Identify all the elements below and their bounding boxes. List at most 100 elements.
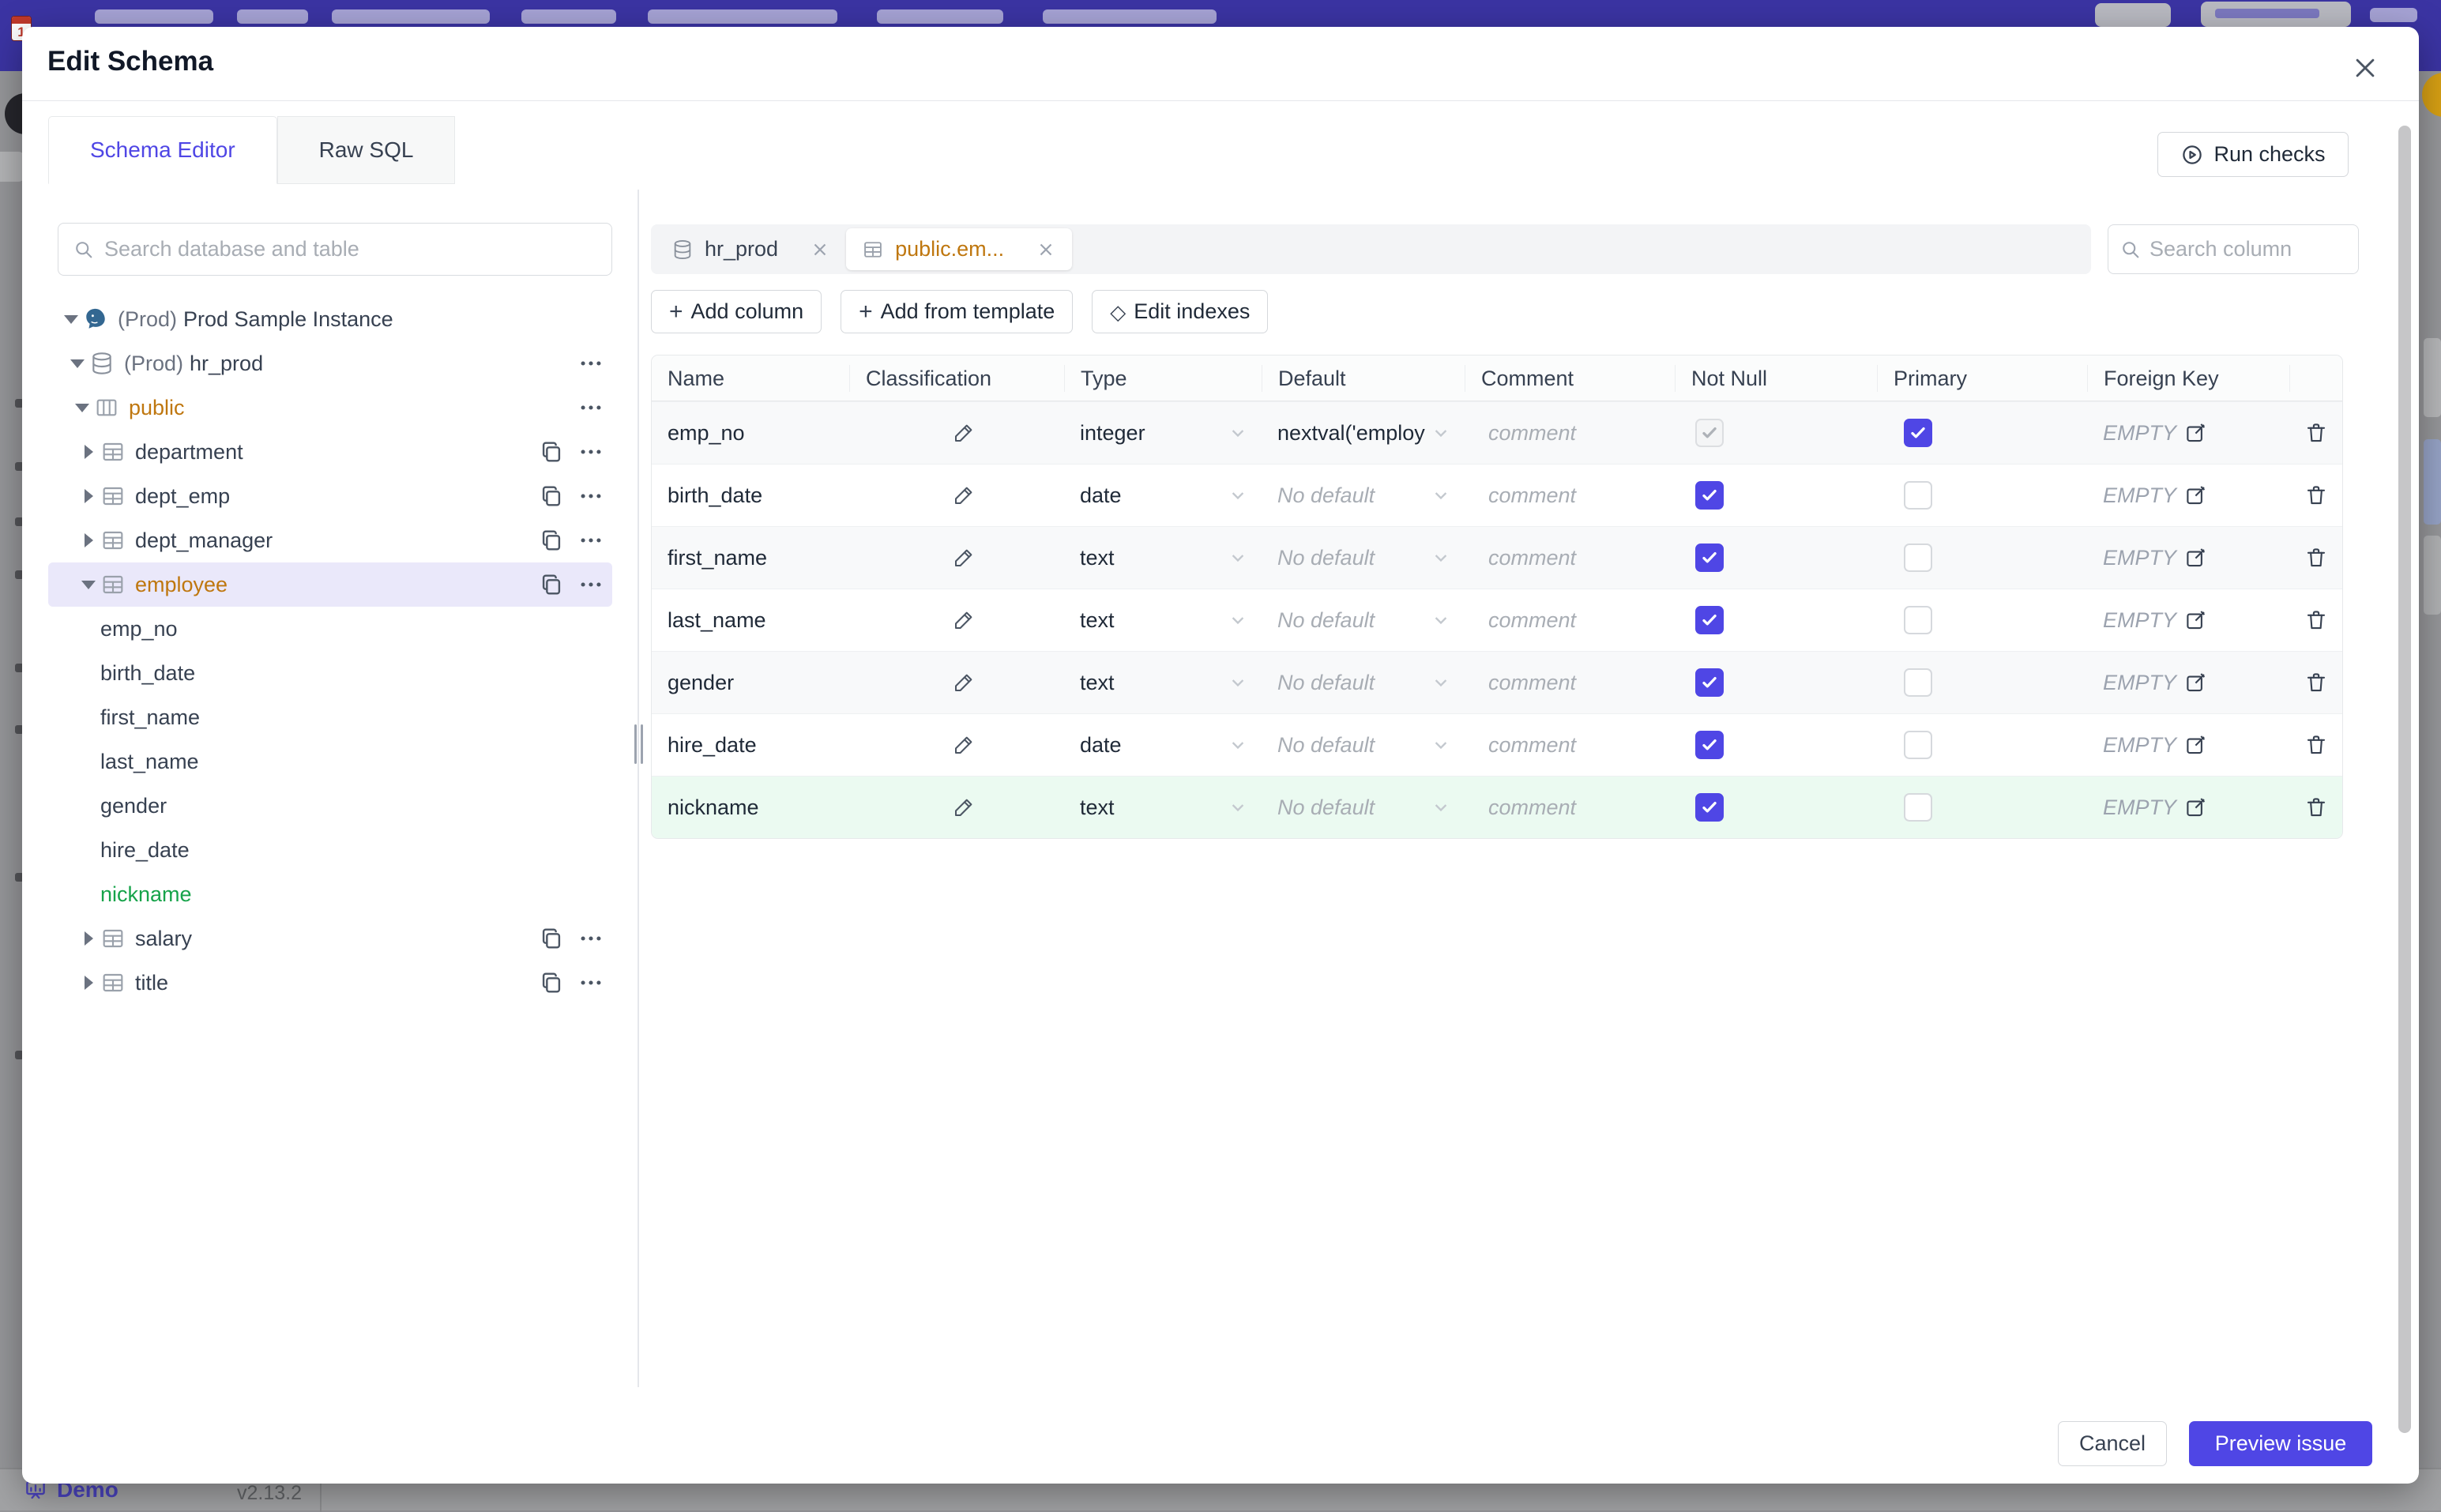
- column-search-input[interactable]: [2150, 237, 2331, 261]
- default-select[interactable]: No default: [1262, 589, 1465, 651]
- primary-checkbox[interactable]: [1904, 731, 1932, 759]
- default-select[interactable]: No default: [1262, 527, 1465, 589]
- not-null-checkbox[interactable]: [1695, 793, 1724, 822]
- edit-foreign-key-icon[interactable]: [2184, 795, 2208, 819]
- type-select[interactable]: text: [1064, 652, 1262, 713]
- trash-icon[interactable]: [2304, 421, 2328, 445]
- add-from-template-button[interactable]: + Add from template: [841, 290, 1073, 333]
- comment-input[interactable]: comment: [1465, 402, 1675, 464]
- tree-item-database[interactable]: (Prod) hr_prod: [48, 341, 612, 386]
- column-name-cell[interactable]: hire_date: [652, 714, 849, 776]
- caret-icon[interactable]: [77, 445, 100, 459]
- close-tab-icon[interactable]: [810, 239, 830, 260]
- trash-icon[interactable]: [2304, 483, 2328, 507]
- tree-item-table[interactable]: department: [48, 430, 612, 474]
- copy-icon[interactable]: [538, 483, 565, 510]
- type-select[interactable]: text: [1064, 527, 1262, 589]
- preview-issue-button[interactable]: Preview issue: [2189, 1421, 2372, 1466]
- primary-checkbox[interactable]: [1904, 668, 1932, 697]
- copy-icon[interactable]: [538, 527, 565, 554]
- classification-cell[interactable]: [849, 652, 1064, 713]
- tree-item-table[interactable]: dept_manager: [48, 518, 612, 562]
- tree-item-column[interactable]: hire_date: [48, 828, 612, 872]
- caret-icon[interactable]: [59, 315, 83, 324]
- default-select[interactable]: No default: [1262, 714, 1465, 776]
- tab-schema-editor[interactable]: Schema Editor: [48, 116, 277, 184]
- column-name-cell[interactable]: emp_no: [652, 402, 849, 464]
- open-tab-hr-prod[interactable]: hr_prod: [656, 228, 846, 270]
- more-menu-icon[interactable]: [577, 571, 604, 598]
- edit-indexes-button[interactable]: ◇ Edit indexes: [1092, 290, 1268, 333]
- copy-icon[interactable]: [538, 438, 565, 465]
- default-select[interactable]: No default: [1262, 465, 1465, 526]
- database-search-input[interactable]: [104, 237, 597, 261]
- type-select[interactable]: date: [1064, 465, 1262, 526]
- trash-icon[interactable]: [2304, 795, 2328, 819]
- caret-icon[interactable]: [77, 581, 100, 589]
- more-menu-icon[interactable]: [577, 969, 604, 996]
- column-name-cell[interactable]: last_name: [652, 589, 849, 651]
- column-name-cell[interactable]: first_name: [652, 527, 849, 589]
- edit-foreign-key-icon[interactable]: [2184, 733, 2208, 757]
- not-null-checkbox[interactable]: [1695, 606, 1724, 634]
- more-menu-icon[interactable]: [577, 527, 604, 554]
- tree-item-table[interactable]: salary: [48, 916, 612, 961]
- classification-cell[interactable]: [849, 465, 1064, 526]
- not-null-checkbox[interactable]: [1695, 481, 1724, 510]
- cancel-button[interactable]: Cancel: [2058, 1421, 2167, 1466]
- type-select[interactable]: date: [1064, 714, 1262, 776]
- comment-input[interactable]: comment: [1465, 714, 1675, 776]
- edit-foreign-key-icon[interactable]: [2184, 483, 2208, 507]
- modal-scrollbar[interactable]: [2398, 126, 2411, 1433]
- classification-cell[interactable]: [849, 402, 1064, 464]
- edit-foreign-key-icon[interactable]: [2184, 608, 2208, 632]
- type-select[interactable]: text: [1064, 777, 1262, 838]
- add-column-button[interactable]: + Add column: [651, 290, 822, 333]
- tab-raw-sql[interactable]: Raw SQL: [277, 116, 456, 184]
- tree-item-column[interactable]: last_name: [48, 739, 612, 784]
- comment-input[interactable]: comment: [1465, 777, 1675, 838]
- column-name-cell[interactable]: gender: [652, 652, 849, 713]
- more-menu-icon[interactable]: [577, 350, 604, 377]
- not-null-checkbox[interactable]: [1695, 543, 1724, 572]
- panel-resize-handle[interactable]: [631, 722, 645, 766]
- primary-checkbox[interactable]: [1904, 419, 1932, 447]
- tree-item-column[interactable]: gender: [48, 784, 612, 828]
- more-menu-icon[interactable]: [577, 438, 604, 465]
- primary-checkbox[interactable]: [1904, 606, 1932, 634]
- tree-item-column[interactable]: first_name: [48, 695, 612, 739]
- default-select[interactable]: nextval('employ: [1262, 402, 1465, 464]
- edit-foreign-key-icon[interactable]: [2184, 546, 2208, 570]
- caret-icon[interactable]: [66, 359, 89, 368]
- tree-item-schema[interactable]: public: [48, 386, 612, 430]
- copy-icon[interactable]: [538, 571, 565, 598]
- tree-item-instance[interactable]: (Prod) Prod Sample Instance: [48, 297, 612, 341]
- primary-checkbox[interactable]: [1904, 543, 1932, 572]
- type-select[interactable]: text: [1064, 589, 1262, 651]
- tree-item-column[interactable]: birth_date: [48, 651, 612, 695]
- tree-item-table[interactable]: dept_emp: [48, 474, 612, 518]
- trash-icon[interactable]: [2304, 608, 2328, 632]
- tree-item-table-employee[interactable]: employee: [48, 562, 612, 607]
- not-null-checkbox[interactable]: [1695, 419, 1724, 447]
- caret-icon[interactable]: [70, 404, 94, 412]
- more-menu-icon[interactable]: [577, 394, 604, 421]
- copy-icon[interactable]: [538, 925, 565, 952]
- run-checks-button[interactable]: Run checks: [2157, 132, 2349, 177]
- classification-cell[interactable]: [849, 527, 1064, 589]
- primary-checkbox[interactable]: [1904, 793, 1932, 822]
- primary-checkbox[interactable]: [1904, 481, 1932, 510]
- more-menu-icon[interactable]: [577, 483, 604, 510]
- caret-icon[interactable]: [77, 931, 100, 946]
- tree-item-column[interactable]: emp_no: [48, 607, 612, 651]
- tree-item-table[interactable]: title: [48, 961, 612, 1005]
- comment-input[interactable]: comment: [1465, 589, 1675, 651]
- caret-icon[interactable]: [77, 533, 100, 547]
- default-select[interactable]: No default: [1262, 777, 1465, 838]
- classification-cell[interactable]: [849, 589, 1064, 651]
- not-null-checkbox[interactable]: [1695, 731, 1724, 759]
- trash-icon[interactable]: [2304, 671, 2328, 694]
- edit-foreign-key-icon[interactable]: [2184, 671, 2208, 694]
- tree-item-column-nickname[interactable]: nickname: [48, 872, 612, 916]
- trash-icon[interactable]: [2304, 546, 2328, 570]
